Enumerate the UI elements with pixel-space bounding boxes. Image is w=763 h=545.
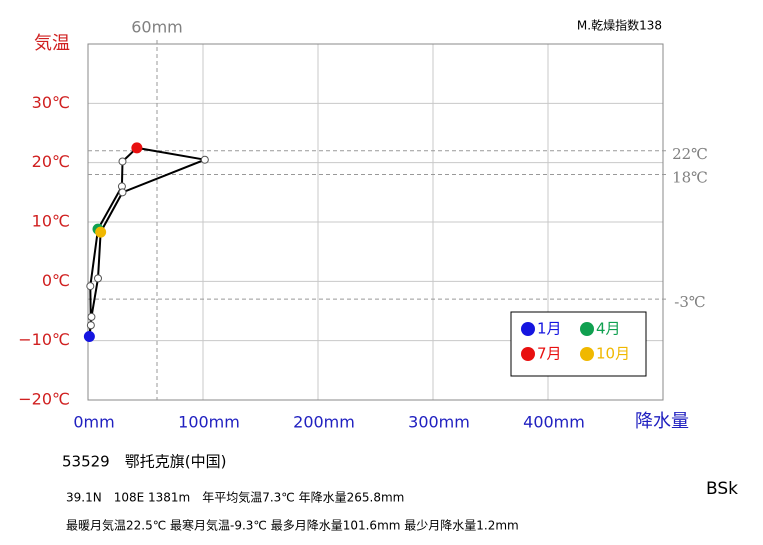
x-tick-label: 100mm [178,413,240,432]
month-point [131,142,143,154]
month-point [200,155,209,164]
plot-frame [87,43,664,401]
month-point [83,331,95,343]
legend-label: 7月 [537,345,562,363]
reference-label: 22℃ [672,145,708,163]
legend-label: 1月 [537,320,562,338]
x-tick-label: 300mm [408,413,470,432]
month-point [86,321,95,330]
climate-class: BSk [706,479,738,499]
legend-marker [521,322,535,336]
month-point [118,157,127,166]
reference-label: 60mm [131,18,183,37]
y-tick-label: 0℃ [42,271,70,290]
x-tick-label: 200mm [293,413,355,432]
legend-box [510,311,647,377]
y-tick-label: 30℃ [32,93,70,112]
reference-label: 18℃ [672,169,708,187]
y-tick-label: −10℃ [18,330,70,349]
x-title: 降水量 [635,411,689,432]
info-line: 最暖月気温22.5℃ 最寒月気温-9.3℃ 最多月降水量101.6mm 最少月降… [66,518,519,533]
month-point [118,188,127,197]
station: 53529 鄂托克旗(中国) [62,453,226,471]
legend-marker [580,347,594,361]
info-line: 39.1N 108E 1381m 年平均気温7.3℃ 年降水量265.8mm [66,490,404,505]
legend-label: 10月 [596,345,630,363]
y-tick-label: −20℃ [18,390,70,409]
x-tick-label: 0mm [73,413,114,432]
month-point [94,274,103,283]
legend-marker [521,347,535,361]
x-tick-label: 400mm [523,413,585,432]
month-point [87,312,96,321]
corner-note: M.乾燥指数138 [577,18,662,33]
legend-marker [580,322,594,336]
y-tick-label: 20℃ [32,152,70,171]
y-tick-label: 10℃ [32,212,70,231]
legend-label: 4月 [596,320,621,338]
reference-label: -3℃ [674,293,705,311]
month-point [86,282,95,291]
y-title: 気温 [34,33,70,54]
month-point [95,226,107,238]
